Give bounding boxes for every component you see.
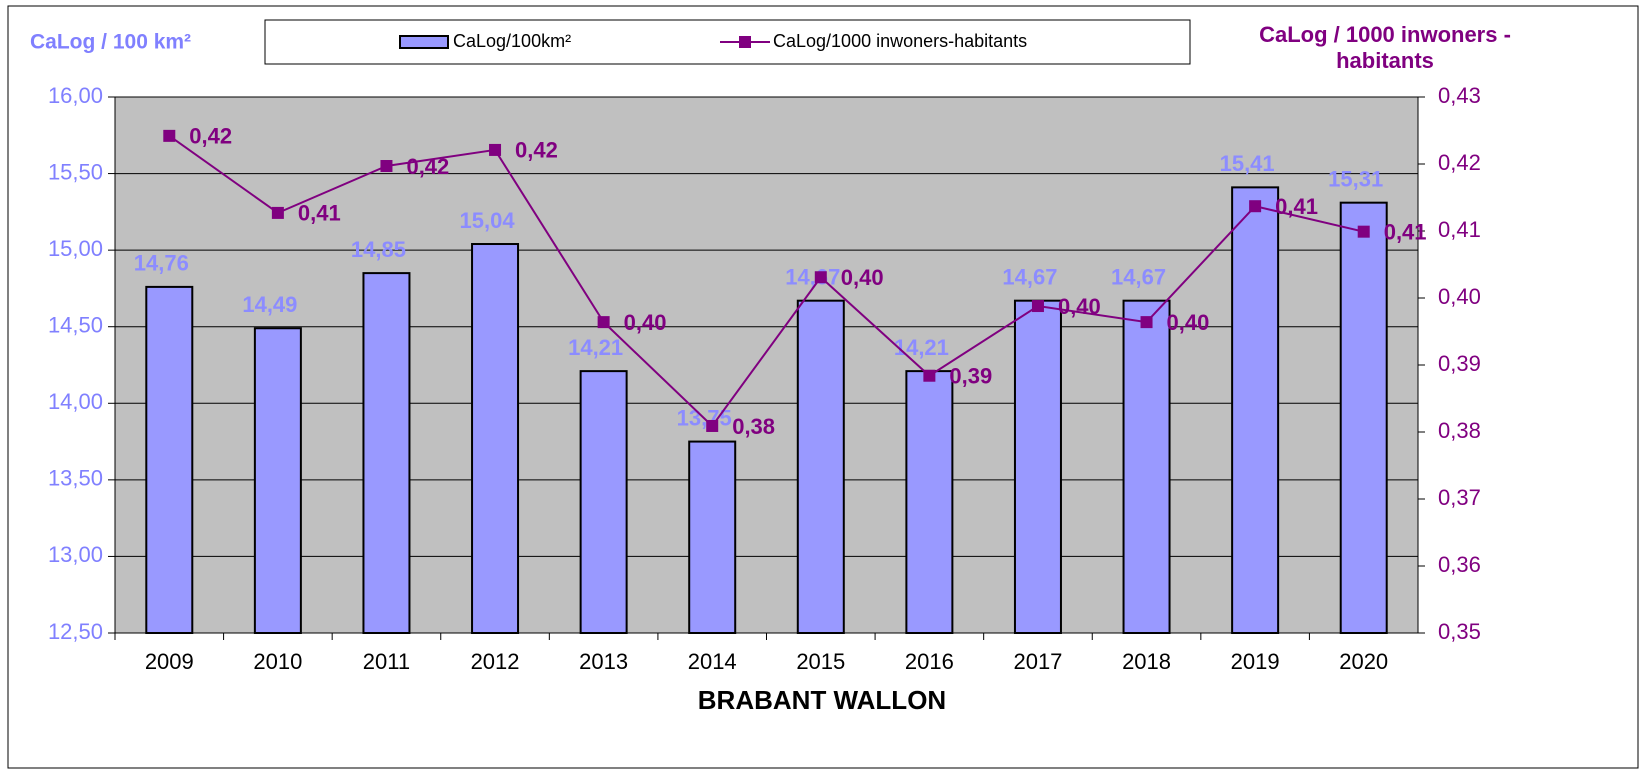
- line-marker: [1031, 300, 1044, 313]
- line-value-label: 0,40: [1167, 310, 1210, 335]
- y-tick-label: 14,00: [48, 389, 103, 414]
- bar: [145, 285, 194, 634]
- x-tick-label: 2017: [1013, 649, 1062, 674]
- bar-value-label: 14,67: [1002, 264, 1057, 289]
- y-tick-label: 14,50: [48, 313, 103, 338]
- bar: [1013, 299, 1062, 634]
- y-tick-label: 13,00: [48, 542, 103, 567]
- y2-tick-label: 0,38: [1438, 418, 1481, 443]
- line-value-label: 0,39: [949, 364, 992, 389]
- y2-tick-label: 0,41: [1438, 217, 1481, 242]
- line-marker: [814, 271, 827, 284]
- bar: [471, 243, 520, 634]
- line-value-label: 0,41: [298, 201, 341, 226]
- y2-tick-label: 0,37: [1438, 485, 1481, 510]
- line-value-label: 0,42: [406, 154, 449, 179]
- bar: [1122, 299, 1171, 634]
- y-tick-label: 13,50: [48, 466, 103, 491]
- chart-title: BRABANT WALLON: [698, 685, 946, 715]
- legend-label: CaLog/100km²: [453, 31, 571, 51]
- legend-label: CaLog/1000 inwoners-habitants: [773, 31, 1027, 51]
- line-marker: [1357, 225, 1370, 238]
- line-value-label: 0,40: [624, 310, 667, 335]
- x-tick-label: 2019: [1231, 649, 1280, 674]
- y2-tick-label: 0,36: [1438, 552, 1481, 577]
- line-marker: [706, 419, 719, 432]
- line-marker: [271, 206, 284, 219]
- line-marker: [380, 160, 393, 173]
- line-value-label: 0,38: [732, 414, 775, 439]
- line-value-label: 0,42: [515, 138, 558, 163]
- bar-value-label: 14,76: [134, 251, 189, 276]
- x-tick-label: 2012: [471, 649, 520, 674]
- y2-tick-label: 0,43: [1438, 83, 1481, 108]
- y2-tick-label: 0,40: [1438, 284, 1481, 309]
- bar-value-label: 14,21: [894, 335, 949, 360]
- bar-value-label: 15,31: [1328, 166, 1383, 191]
- line-value-label: 0,40: [841, 265, 884, 290]
- y-tick-label: 12,50: [48, 619, 103, 644]
- y2-tick-label: 0,42: [1438, 150, 1481, 175]
- line-value-label: 0,40: [1058, 294, 1101, 319]
- bar: [796, 299, 845, 634]
- x-tick-label: 2010: [253, 649, 302, 674]
- bar: [253, 327, 302, 634]
- bar-value-label: 14,67: [785, 264, 840, 289]
- line-value-label: 0,41: [1275, 194, 1318, 219]
- bar: [1231, 186, 1280, 634]
- line-marker: [1140, 316, 1153, 329]
- x-tick-label: 2016: [905, 649, 954, 674]
- y-axis-title: CaLog / 100 km²: [30, 31, 191, 54]
- line-marker: [163, 129, 176, 142]
- line-value-label: 0,42: [189, 124, 232, 149]
- bar-value-label: 14,85: [351, 237, 406, 262]
- x-tick-label: 2018: [1122, 649, 1171, 674]
- x-tick-label: 2015: [796, 649, 845, 674]
- bar-value-label: 14,67: [1111, 264, 1166, 289]
- x-tick-label: 2014: [688, 649, 737, 674]
- line: [168, 135, 1364, 428]
- bar-value-label: 14,21: [568, 335, 623, 360]
- y-tick-label: 15,50: [48, 159, 103, 184]
- legend-swatch: [399, 35, 449, 49]
- x-tick-label: 2020: [1339, 649, 1388, 674]
- y2-tick-label: 0,39: [1438, 351, 1481, 376]
- x-tick-label: 2009: [145, 649, 194, 674]
- x-tick-label: 2011: [363, 649, 410, 674]
- line-value-label: 0,41: [1384, 219, 1427, 244]
- bar: [362, 272, 411, 634]
- y-tick-label: 16,00: [48, 83, 103, 108]
- bar-value-label: 15,04: [460, 208, 516, 233]
- line-marker: [923, 369, 936, 382]
- line-marker: [597, 316, 610, 329]
- line-marker: [489, 143, 502, 156]
- bar-value-label: 14,49: [242, 292, 297, 317]
- x-tick-label: 2013: [579, 649, 628, 674]
- plot-area: [115, 97, 1418, 633]
- y-tick-label: 15,00: [48, 236, 103, 261]
- line-marker: [1249, 200, 1262, 213]
- bar: [688, 440, 737, 635]
- y2-tick-label: 0,35: [1438, 619, 1481, 644]
- bar: [905, 370, 954, 634]
- bar: [1339, 201, 1388, 634]
- bar: [579, 370, 628, 634]
- y2-axis-title: CaLog / 1000 inwoners - habitants: [1259, 22, 1511, 73]
- legend-marker: [739, 36, 751, 48]
- bar-value-label: 15,41: [1220, 151, 1275, 176]
